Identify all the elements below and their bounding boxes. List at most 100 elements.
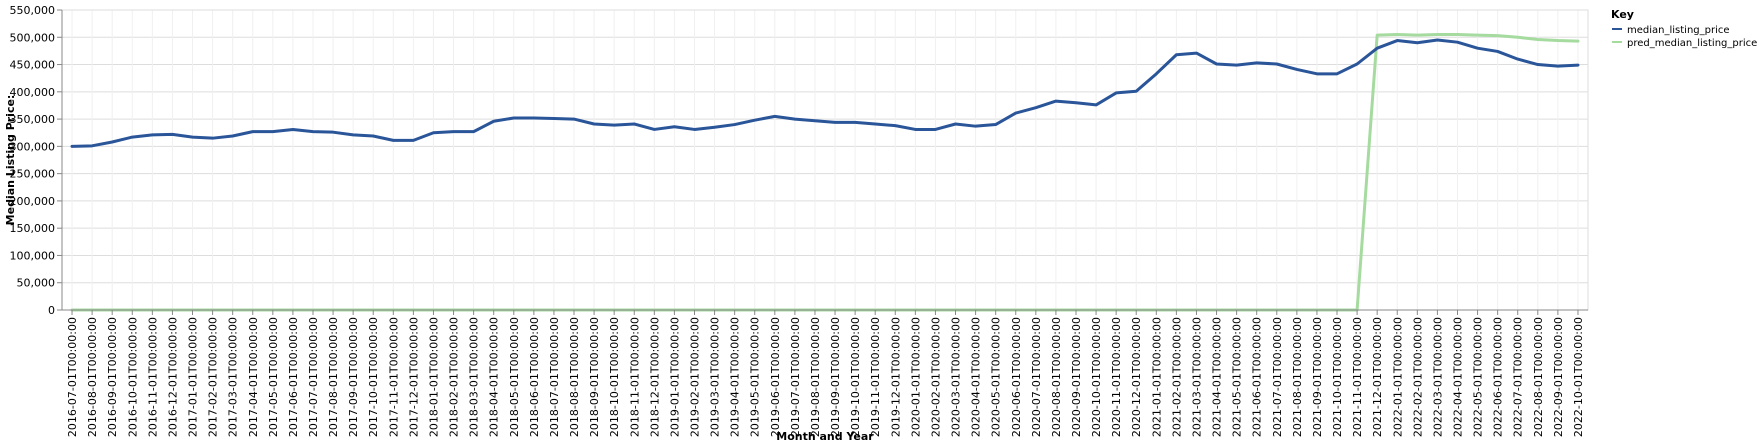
x-tick-label: 2018-07-01T00:00:00	[548, 317, 561, 437]
x-tick-label: 2019-11-01T00:00:00	[869, 317, 882, 437]
x-tick-label: 2017-11-01T00:00:00	[387, 317, 400, 437]
x-tick-label: 2019-03-01T00:00:00	[709, 317, 722, 437]
x-tick-label: 2017-03-01T00:00:00	[227, 317, 240, 437]
x-tick-label: 2017-10-01T00:00:00	[367, 317, 380, 437]
x-tick-label: 2022-05-01T00:00:00	[1472, 317, 1485, 437]
y-tick-label: 50,000	[17, 277, 56, 290]
x-tick-label: 2020-01-01T00:00:00	[909, 317, 922, 437]
x-tick-label: 2018-10-01T00:00:00	[608, 317, 621, 437]
x-tick-label: 2017-01-01T00:00:00	[187, 317, 200, 437]
x-tick-label: 2022-06-01T00:00:00	[1492, 317, 1505, 437]
x-tick-label: 2020-09-01T00:00:00	[1070, 317, 1083, 437]
x-tick-label: 2018-02-01T00:00:00	[448, 317, 461, 437]
y-tick-label: 250,000	[10, 168, 56, 181]
x-tick-label: 2022-07-01T00:00:00	[1512, 317, 1525, 437]
x-tick-label: 2020-07-01T00:00:00	[1030, 317, 1043, 437]
x-tick-label: 2021-01-01T00:00:00	[1150, 317, 1163, 437]
x-tick-label: 2021-05-01T00:00:00	[1231, 317, 1244, 437]
x-tick-label: 2019-08-01T00:00:00	[809, 317, 822, 437]
y-tick-label: 550,000	[10, 4, 56, 17]
x-tick-label: 2016-12-01T00:00:00	[166, 317, 179, 437]
x-tick-label: 2016-11-01T00:00:00	[146, 317, 159, 437]
x-tick-label: 2016-09-01T00:00:00	[106, 317, 119, 437]
x-tick-label: 2016-07-01T00:00:00	[66, 317, 79, 437]
x-tick-label: 2019-05-01T00:00:00	[749, 317, 762, 437]
x-tick-label: 2017-07-01T00:00:00	[307, 317, 320, 437]
legend: Key median_listing_price pred_median_list…	[1611, 8, 1757, 49]
x-tick-label: 2019-12-01T00:00:00	[889, 317, 902, 437]
x-tick-label: 2019-04-01T00:00:00	[729, 317, 742, 437]
x-tick-label: 2018-04-01T00:00:00	[488, 317, 501, 437]
x-tick-label: 2017-05-01T00:00:00	[267, 317, 280, 437]
x-tick-label: 2022-03-01T00:00:00	[1431, 317, 1444, 437]
y-tick-label: 0	[48, 304, 55, 317]
x-tick-label: 2022-02-01T00:00:00	[1411, 317, 1424, 437]
x-tick-label: 2021-07-01T00:00:00	[1271, 317, 1284, 437]
x-tick-label: 2021-11-01T00:00:00	[1351, 317, 1364, 437]
y-tick-label: 350,000	[10, 113, 56, 126]
x-gridlines	[71, 10, 1579, 310]
y-tick-label: 450,000	[10, 59, 56, 72]
x-tick-label: 2019-09-01T00:00:00	[829, 317, 842, 437]
x-tick-label: 2022-01-01T00:00:00	[1391, 317, 1404, 437]
x-tick-label: 2020-11-01T00:00:00	[1110, 317, 1123, 437]
x-tick-label: 2018-09-01T00:00:00	[588, 317, 601, 437]
legend-label: median_listing_price	[1627, 25, 1730, 36]
x-tick-label: 2019-07-01T00:00:00	[789, 317, 802, 437]
x-tick-label: 2020-08-01T00:00:00	[1050, 317, 1063, 437]
x-tick-label: 2022-04-01T00:00:00	[1451, 317, 1464, 437]
x-tick-label: 2018-01-01T00:00:00	[427, 317, 440, 437]
x-tick-label: 2019-01-01T00:00:00	[668, 317, 681, 437]
series-lines	[70, 33, 1580, 312]
x-tick-label: 2019-06-01T00:00:00	[769, 317, 782, 437]
y-tick-label: 400,000	[10, 86, 56, 99]
x-tick-label: 2021-09-01T00:00:00	[1311, 317, 1324, 437]
x-tick-label: 2017-08-01T00:00:00	[327, 317, 340, 437]
series-line-median_listing_price	[70, 38, 1580, 148]
x-tick-label: 2018-05-01T00:00:00	[508, 317, 521, 437]
x-tick-label: 2021-10-01T00:00:00	[1331, 317, 1344, 437]
x-tick-label: 2018-03-01T00:00:00	[468, 317, 481, 437]
x-tick-label: 2020-10-01T00:00:00	[1090, 317, 1103, 437]
x-tick-label: 2022-08-01T00:00:00	[1532, 317, 1545, 437]
x-tick-label: 2022-09-01T00:00:00	[1552, 317, 1565, 437]
x-tick-label: 2021-06-01T00:00:00	[1251, 317, 1264, 437]
x-tick-label: 2018-12-01T00:00:00	[648, 317, 661, 437]
x-tick-label: 2020-03-01T00:00:00	[950, 317, 963, 437]
x-tick-label: 2022-10-01T00:00:00	[1572, 317, 1585, 437]
x-tick-label: 2017-06-01T00:00:00	[287, 317, 300, 437]
y-tick-label: 300,000	[10, 140, 56, 153]
x-tick-label: 2020-12-01T00:00:00	[1130, 317, 1143, 437]
x-tick-label: 2021-08-01T00:00:00	[1291, 317, 1304, 437]
x-tick-label: 2018-11-01T00:00:00	[628, 317, 641, 437]
series-line-pred_median_listing_price	[70, 33, 1580, 312]
x-tick-label: 2020-02-01T00:00:00	[929, 317, 942, 437]
x-tick-label: 2017-02-01T00:00:00	[207, 317, 220, 437]
x-tick-label: 2016-08-01T00:00:00	[86, 317, 99, 437]
x-tick-label: 2018-06-01T00:00:00	[528, 317, 541, 437]
x-axis-title: Month and Year	[776, 430, 874, 443]
y-axis-title: Median Listing Price:	[4, 95, 17, 226]
x-tick-label: 2020-04-01T00:00:00	[970, 317, 983, 437]
x-tick-label: 2017-09-01T00:00:00	[347, 317, 360, 437]
x-tick-label: 2019-10-01T00:00:00	[849, 317, 862, 437]
x-tick-label: 2016-10-01T00:00:00	[126, 317, 139, 437]
x-tick-label: 2021-12-01T00:00:00	[1371, 317, 1384, 437]
y-axis: 0 50,000 100,000 150,000 200,000 250,000 300,0…	[10, 4, 63, 317]
x-axis: 2016-07-01T00:00:00 2016-08-01T00:00:00 20…	[62, 309, 1588, 437]
x-tick-label: 2018-08-01T00:00:00	[568, 317, 581, 437]
x-tick-label: 2017-12-01T00:00:00	[407, 317, 420, 437]
x-tick-label: 2021-02-01T00:00:00	[1170, 317, 1183, 437]
y-tick-label: 200,000	[10, 195, 56, 208]
y-tick-label: 500,000	[10, 31, 56, 44]
x-tick-label: 2021-03-01T00:00:00	[1190, 317, 1203, 437]
x-tick-label: 2021-04-01T00:00:00	[1211, 317, 1224, 437]
y-tick-label: 100,000	[10, 249, 56, 262]
x-tick-label: 2017-04-01T00:00:00	[247, 317, 260, 437]
legend-title: Key	[1611, 8, 1634, 21]
y-tick-label: 150,000	[10, 222, 56, 235]
legend-label: pred_median_listing_price	[1627, 38, 1757, 49]
x-tick-label: 2019-02-01T00:00:00	[688, 317, 701, 437]
x-tick-label: 2020-05-01T00:00:00	[990, 317, 1003, 437]
